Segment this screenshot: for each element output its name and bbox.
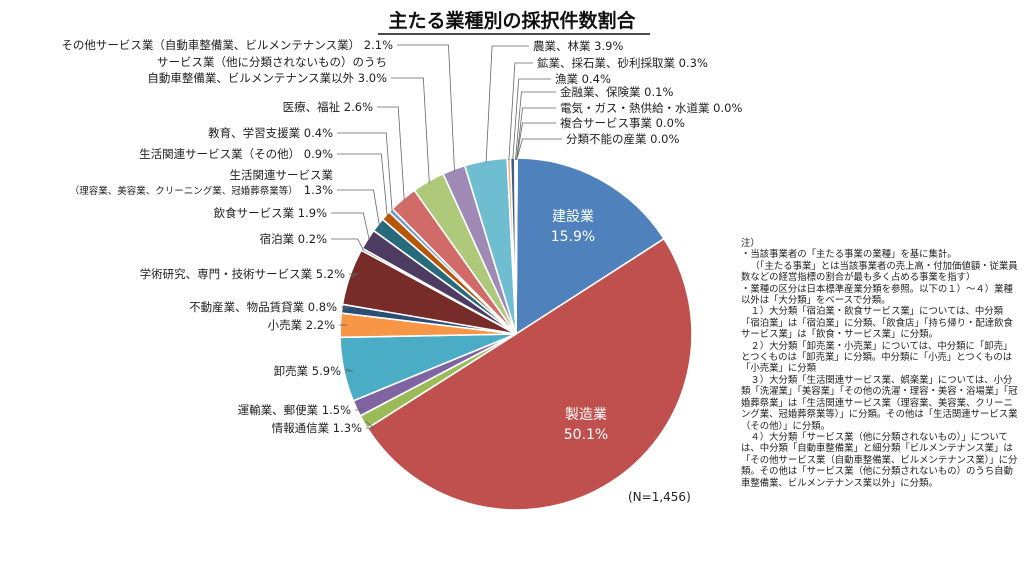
leader-line-10 [341,306,350,310]
outside-label-18: 金融業、保険業 0.1% [560,85,673,99]
inside-label-1-name: 建設業 [552,209,594,225]
outside-label-10: 不動産業、物品賃貸業 0.8% [189,300,337,314]
leader-line-21 [516,138,562,161]
leader-line-19 [516,107,556,161]
outside-label-2: サービス業（他に分類されないもの）のうち自動車整備業、ビルメンテナンス業以外 3… [147,55,387,85]
leader-line-12 [345,368,354,372]
leader-line-16 [508,62,533,161]
leader-line-18 [515,91,556,161]
notes-panel: 注） ・当該事業者の「主たる事業の業種」を基に集計。 （「主たる事業」とは当該事業者… [741,238,1019,489]
note-paragraph-8: ４）大分類「サービス業（他に分類されないもの）」については、中分類「自動車整備業… [741,431,1018,489]
outside-label-9: 学術研究、専門・技術サービス業 5.2% [140,267,345,281]
leader-line-15 [485,45,529,163]
outside-label-8: 宿泊業 0.2% [260,232,327,246]
outside-label-4: 教育、学習支援業 0.4% [208,126,333,140]
leader-line-2 [391,77,430,184]
outside-label-3: 医療、福祉 2.6% [283,100,373,114]
outside-label-13: 運輸業、郵便業 1.5% [238,403,351,417]
leader-lines [331,44,562,429]
note-paragraph-1: 注） [741,238,760,249]
inside-label-1-value: 15.9% [551,229,595,245]
leader-line-14 [365,420,376,429]
outside-label-11: 小売業 2.2% [268,318,335,332]
outside-label-17: 漁業 0.4% [555,72,611,86]
sample-size-label: (N=1,456) [628,490,691,504]
leader-line-5 [337,153,388,217]
note-paragraph-3: （「主たる事業」とは当該事業者の売上高・付加価値額・従業員数などの経営指標の割合… [741,260,1018,284]
leader-line-13 [355,407,364,411]
leader-line-20 [516,122,556,161]
inside-label-2-name: 製造業 [565,407,607,423]
note-paragraph-5: １）大分類「宿泊業・飲食サービス業」については、中分類「宿泊業」は「宿泊業」に分… [741,306,1013,341]
outside-label-16: 鉱業、採石業、砂利採取業 0.3% [537,56,708,70]
inside-labels: 建設業 15.9% 製造業 50.1% [551,209,608,443]
leader-line-6 [337,189,380,227]
pie-slices [339,157,693,511]
outside-label-20: 複合サービス事業 0.0% [560,116,685,130]
leader-line-17 [512,78,551,161]
outside-label-5: 生活関連サービス業（その他） 0.9% [139,147,333,161]
note-paragraph-4: ・業種の区分は日本標準産業分類を参照。以下の１）～４）業種以外は「大分類」をベー… [741,283,1013,307]
note-paragraph-7: ３）大分類「生活関連サービス業、娯楽業」については、小分類「洗濯業」「美容業」「… [741,374,1018,432]
pie-slice-23 [515,157,518,335]
inside-label-2-value: 50.1% [564,427,608,443]
outside-label-12: 卸売業 5.9% [274,364,341,378]
note-paragraph-6: ２）大分類「卸売業・小売業」については、中分類に「卸売」とつくものは「卸売業」に… [741,340,1013,375]
outside-label-14: 情報通信業 1.3% [272,421,362,435]
leader-line-7 [331,212,370,241]
pie-slice-1 [515,157,666,336]
outside-label-19: 電気・ガス・熱供給・水道業 0.0% [560,101,742,115]
leader-line-8 [331,238,364,251]
pie-slice-2 [366,237,693,511]
leader-line-3 [377,106,405,201]
chart-title: 主たる業種別の採択件数割合 [388,10,636,32]
leader-line-1 [397,44,455,172]
outside-label-21: 分類不能の産業 0.0% [566,132,679,146]
outside-label-6: 生活関連サービス業（理容業、美容業、クリーニング業、冠婚葬祭業等） 1.3% [70,168,334,197]
outside-label-1: その他サービス業（自動車整備業、ビルメンテナンス業） 2.1% [61,38,393,52]
leader-line-9 [349,273,359,278]
outside-labels: その他サービス業（自動車整備業、ビルメンテナンス業） 2.1% サービス業（他に分… [61,38,742,435]
outside-label-7: 飲食サービス業 1.9% [214,206,327,220]
outside-label-15: 農業、林業 3.9% [533,39,623,53]
note-paragraph-2: ・当該事業者の「主たる事業の業種」を基に集計。 [741,249,957,261]
leader-line-4 [337,132,393,212]
